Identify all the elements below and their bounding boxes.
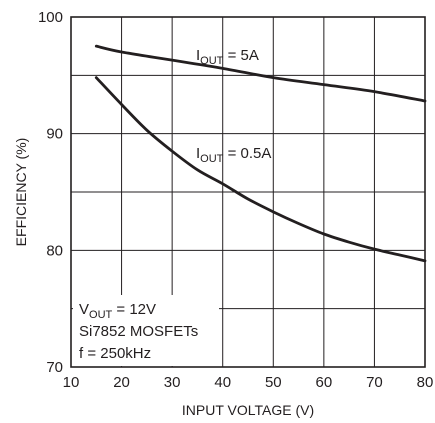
series-line-0-5a xyxy=(94,76,427,263)
y-tick-labels: 70 80 90 100 xyxy=(38,9,63,376)
x-axis-title: INPUT VOLTAGE (V) xyxy=(182,402,314,418)
y-tick-label: 70 xyxy=(46,359,63,376)
y-tick-label: 90 xyxy=(46,126,63,143)
series-line-5a xyxy=(94,44,427,103)
y-axis-title: EFFICIENCY (%) xyxy=(13,138,29,247)
condition-frequency: f = 250kHz xyxy=(79,345,151,362)
x-tick-label: 10 xyxy=(63,374,80,391)
x-tick-label: 50 xyxy=(265,374,282,391)
x-tick-label: 20 xyxy=(113,374,130,391)
x-tick-label: 70 xyxy=(366,374,383,391)
condition-mosfets: Si7852 MOSFETs xyxy=(79,323,198,340)
series-group xyxy=(94,44,427,263)
x-tick-label: 40 xyxy=(214,374,231,391)
x-tick-label: 80 xyxy=(417,374,434,391)
x-tick-label: 30 xyxy=(164,374,181,391)
plot-frame xyxy=(70,16,426,368)
x-tick-labels: 10 20 30 40 50 60 70 80 xyxy=(63,374,434,391)
y-tick-label: 80 xyxy=(46,242,63,259)
conditions-box-background xyxy=(73,295,219,366)
x-tick-label: 60 xyxy=(316,374,333,391)
series-label-0-5a: IOUT = 0.5A xyxy=(196,145,271,165)
series-label-5a: IOUT = 5A xyxy=(196,47,259,67)
condition-vout: VOUT = 12V xyxy=(79,301,156,321)
y-tick-label: 100 xyxy=(38,9,63,26)
